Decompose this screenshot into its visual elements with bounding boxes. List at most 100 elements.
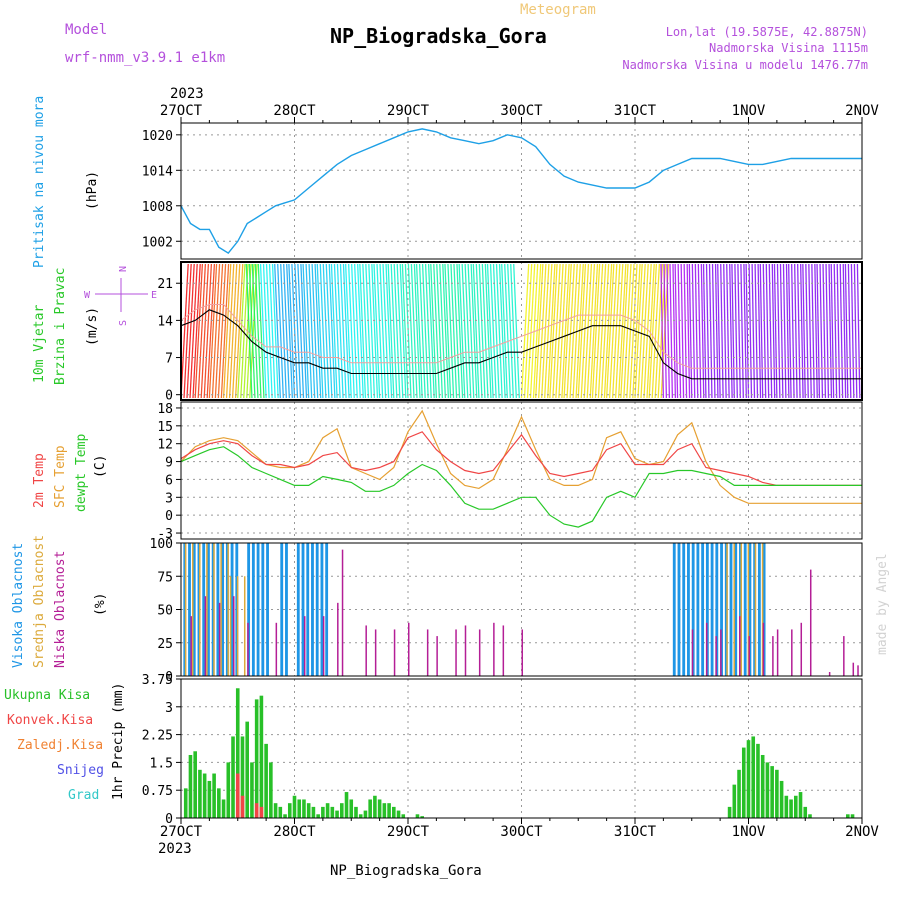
low-cloud-bar (247, 622, 249, 676)
wind-barb (297, 263, 305, 399)
y-tick-label: 0 (165, 509, 173, 524)
high-cloud-bar (734, 543, 738, 676)
precip-total-bar (226, 762, 231, 818)
temp2m-line (180, 431, 862, 486)
wind-barb (265, 263, 273, 399)
mid-cloud-bar (761, 543, 764, 676)
wind-ylabel-1: 10m Vjetar (32, 305, 47, 383)
y-tick-label: 3 (165, 701, 173, 716)
wind-barb (717, 263, 721, 399)
low-cloud-bar (408, 622, 410, 676)
wind-barb (231, 263, 241, 399)
high-cloud-bar (705, 543, 709, 676)
wind-barb (180, 263, 189, 399)
wind-barb (262, 263, 270, 399)
wind-barb (393, 263, 401, 399)
mid-cloud-bar (726, 543, 728, 676)
wind-speed-line (180, 309, 862, 380)
high-cloud-bar (691, 543, 695, 676)
wind-barb (472, 263, 480, 399)
y-tick-label: 100 (150, 537, 173, 552)
wind-barb (283, 263, 290, 399)
bottom-date-label: 27OCT (160, 824, 203, 840)
wind-barb (768, 263, 773, 399)
wind-barb (458, 263, 466, 399)
panel-frame-3 (180, 542, 863, 677)
wind-barb (217, 263, 227, 399)
high-cloud-bar (715, 543, 719, 676)
wind-barb (316, 263, 324, 399)
wind-barb (743, 263, 747, 399)
wind-barb (830, 263, 835, 399)
wind-barb (686, 263, 691, 399)
precip-total-bar (250, 762, 254, 818)
low-cloud-bar (852, 662, 855, 676)
mid-cloud-bar (754, 543, 757, 676)
wind-barb (259, 263, 267, 399)
mid-cloud-label: Srednja Oblacnost (32, 535, 47, 668)
wind-barb (637, 263, 646, 399)
wind-barb (396, 263, 404, 399)
bottom-date-label: 28OCT (273, 824, 316, 840)
precip-total-bar (316, 814, 320, 818)
wind-barb (379, 263, 387, 399)
wind-barb (342, 263, 350, 399)
low-cloud-bar (857, 665, 859, 676)
precip-total-bar (292, 795, 297, 818)
wind-barb (280, 263, 287, 399)
y-tick-label: 6 (165, 473, 173, 488)
precip-total-bar (354, 806, 358, 818)
high-cloud-bar (230, 543, 234, 676)
high-cloud-bar (183, 543, 187, 676)
wind-barb (847, 263, 852, 399)
wind-barb (623, 263, 632, 399)
y-tick-label: 3 (165, 491, 173, 506)
precip-total-bar (217, 788, 221, 818)
high-cloud-bar (672, 543, 676, 676)
wind-barb (456, 263, 464, 399)
y-tick-label: 75 (157, 570, 173, 585)
wind-barb (410, 263, 418, 399)
wind-barb (771, 263, 776, 399)
high-cloud-bar (280, 543, 284, 676)
wind-barb (351, 263, 358, 399)
model-elevation-text: Nadmorska Visina u modelu 1476.77m (622, 58, 868, 72)
wind-barb (569, 263, 578, 399)
wind-barb (626, 263, 635, 399)
y-tick-label: 14 (157, 314, 173, 329)
wind-barb (811, 263, 815, 399)
high-cloud-bar (202, 543, 206, 676)
wind-barb (294, 263, 302, 399)
wind-barb (720, 263, 724, 399)
precip-total-bar (798, 792, 803, 818)
wind-barb (237, 263, 246, 399)
y-tick-label: 50 (157, 604, 173, 619)
wind-barb (842, 263, 847, 399)
mid-cloud-bar (236, 576, 239, 676)
wind-barb (206, 263, 216, 399)
low-cloud-bar (791, 629, 793, 676)
low-cloud-bar (322, 616, 325, 676)
wind-barb (197, 263, 207, 399)
low-cloud-bar (493, 622, 495, 676)
temp2m-label: 2m Temp (32, 453, 47, 508)
elevation-text: Nadmorska Visina 1115m (709, 41, 868, 55)
precip-total-bar (415, 814, 420, 818)
precip-total-bar (808, 814, 812, 818)
high-cloud-bar (251, 543, 255, 676)
wind-barb (583, 263, 593, 399)
high-cloud-bar (285, 543, 288, 676)
high-cloud-bar (235, 543, 239, 676)
wind-barb (708, 263, 713, 399)
wind-barb (433, 263, 441, 399)
low-cloud-bar (275, 622, 278, 676)
wind-barb (222, 263, 232, 399)
wind-barb (354, 263, 361, 399)
wind-barb (257, 263, 265, 399)
bottom-date-label: 31OCT (614, 824, 657, 840)
y-tick-label: 0 (165, 670, 173, 685)
wind-barb (447, 263, 455, 399)
wind-barb (822, 263, 827, 399)
high-cloud-bar (757, 543, 761, 676)
wind-barb (529, 263, 539, 399)
